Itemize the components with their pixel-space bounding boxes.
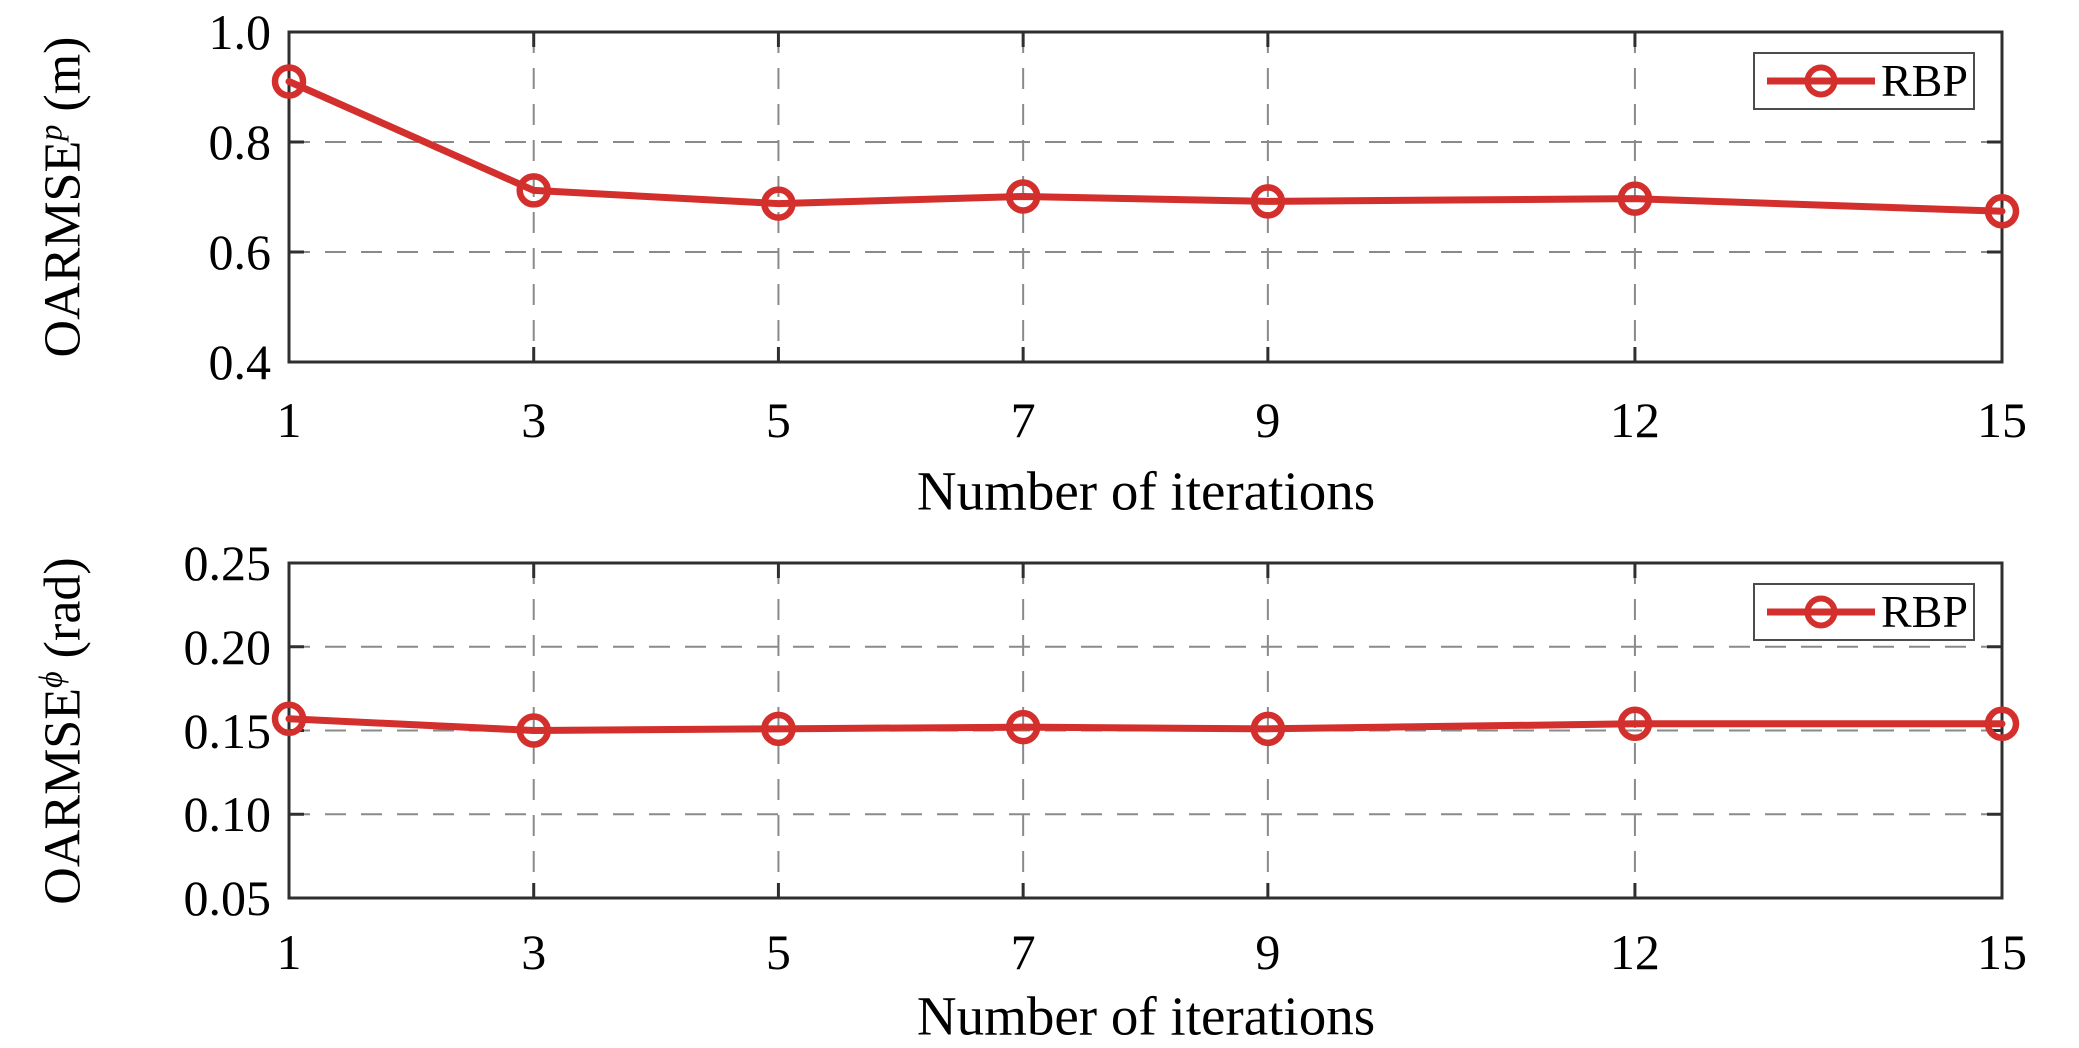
legend-box: RBP (1753, 52, 1975, 110)
legend-label: RBP (1881, 55, 1968, 106)
data-point-marker (1984, 706, 2020, 742)
y-axis-label-base: OARMSE (34, 688, 92, 905)
x-tick-label: 15 (1977, 924, 2027, 980)
data-point-marker (1005, 709, 1041, 745)
x-tick-label: 9 (1255, 924, 1281, 980)
data-point-marker (1250, 184, 1286, 219)
x-tick-label: 12 (1609, 392, 1660, 448)
data-point-marker (516, 713, 551, 748)
x-tick-label: 5 (765, 392, 791, 448)
x-tick-label: 9 (1255, 392, 1281, 448)
data-point-marker (761, 186, 796, 221)
x-tick-label: 15 (1977, 392, 2027, 448)
data-point-marker (516, 173, 551, 208)
data-point-marker (761, 711, 796, 747)
legend-box: RBP (1753, 583, 1975, 641)
x-tick-label: 3 (521, 924, 547, 980)
x-tick-label: 1 (276, 392, 302, 448)
data-point-marker (1005, 179, 1041, 214)
legend-circle-marker-icon (1804, 64, 1838, 98)
y-tick-label: 0.20 (183, 618, 272, 675)
y-tick-label: 1.0 (208, 4, 272, 60)
x-tick-label: 3 (521, 392, 547, 448)
data-point-marker (1250, 711, 1286, 747)
series-line-rbp (285, 78, 2006, 215)
data-point-marker (271, 701, 307, 737)
x-tick-label: 7 (1010, 392, 1036, 448)
data-point-marker (1984, 194, 2020, 229)
y-tick-label: 0.8 (208, 114, 272, 170)
y-tick-label: 0.05 (183, 870, 272, 926)
y-tick-label: 0.15 (183, 702, 272, 759)
data-point-marker (1617, 706, 1653, 742)
y-axis-label: OARMSEϕ (rad) (32, 557, 92, 905)
x-tick-label: 12 (1609, 924, 1660, 980)
x-tick-label: 7 (1010, 924, 1036, 980)
legend-label: RBP (1881, 586, 1968, 637)
legend-line-sample (1767, 64, 1875, 98)
x-tick-label: 5 (765, 924, 791, 980)
y-tick-label: 0.10 (183, 786, 272, 843)
y-tick-label: 0.25 (183, 535, 272, 591)
x-axis-label: Number of iterations (916, 460, 1376, 522)
legend-circle-marker-icon (1804, 595, 1838, 629)
data-point-marker (1617, 181, 1653, 216)
legend-line-sample (1767, 595, 1875, 629)
x-tick-label: 1 (276, 924, 302, 980)
y-axis-label-unit: (rad) (34, 557, 92, 672)
data-point-marker (271, 64, 307, 99)
series-line-rbp (285, 715, 2006, 734)
x-axis-label: Number of iterations (916, 985, 1376, 1047)
y-axis-label-superscript: ϕ (32, 671, 69, 688)
y-tick-label: 0.4 (208, 334, 272, 390)
y-tick-label: 0.6 (208, 224, 272, 280)
